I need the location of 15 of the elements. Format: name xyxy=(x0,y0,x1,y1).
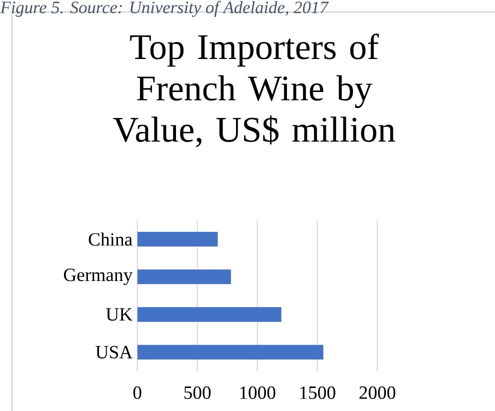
y-tick-label: China xyxy=(88,232,132,246)
y-tick-label: Germany xyxy=(64,268,133,286)
chart-title: Top Importers of French Wine by Value, US$ million xyxy=(113,34,396,148)
y-tick-label: UK xyxy=(106,308,132,321)
x-tick-label: 500 xyxy=(184,386,211,399)
bar xyxy=(137,307,282,322)
x-tick-label: 2000 xyxy=(359,386,396,399)
bar xyxy=(137,344,324,360)
bar xyxy=(137,232,218,247)
y-tick-label: USA xyxy=(96,346,132,358)
x-tick-label: 1000 xyxy=(240,386,276,399)
x-tick-label: 0 xyxy=(133,386,142,399)
caption: Figure 5. Source: University of Adelaide, 2017 xyxy=(0,0,329,17)
bar xyxy=(137,270,231,284)
x-tick-label: 1500 xyxy=(300,386,336,399)
